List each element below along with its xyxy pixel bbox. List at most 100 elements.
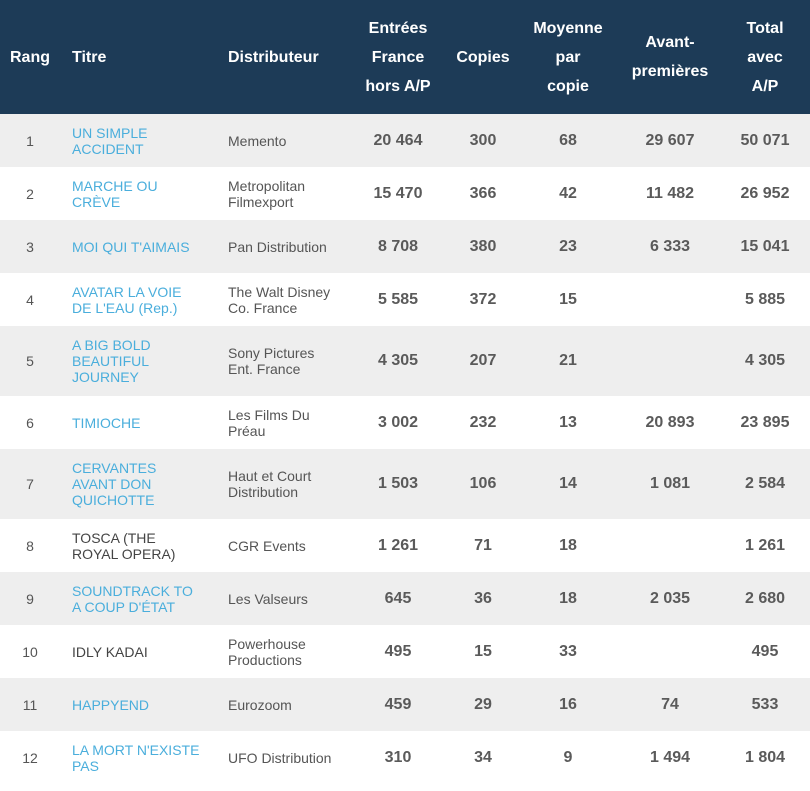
rank-cell: 11 — [0, 678, 60, 731]
film-title-line-2[interactable]: DE L'EAU (Rep.) — [72, 299, 178, 316]
total-value: 495 — [751, 642, 779, 660]
title-cell[interactable]: AVATAR LA VOIE DE L'EAU (Rep.) — [60, 273, 216, 326]
rank-cell: 5 — [0, 326, 60, 396]
table-row: 4 AVATAR LA VOIE DE L'EAU (Rep.) The Walt D… — [0, 273, 810, 326]
film-title-line-2[interactable]: PAS — [72, 757, 99, 774]
table-row: 9 SOUNDTRACK TO A COUP D'ÉTAT Les Valseurs 6… — [0, 572, 810, 625]
film-title-line-2[interactable]: AVANT DON — [72, 476, 152, 492]
total-value: 2 680 — [744, 589, 786, 607]
title-cell[interactable]: MOI QUI T'AIMAIS — [60, 220, 216, 273]
average-per-copy-value: 13 — [559, 413, 577, 431]
title-cell[interactable]: CERVANTES AVANT DON QUICHOTTE — [60, 449, 216, 519]
film-title-line-1[interactable]: CERVANTES — [72, 460, 157, 476]
film-title-line-2[interactable]: CRÈVE — [72, 193, 121, 210]
average-per-copy-cell: 16 — [516, 678, 620, 731]
admissions-value: 20 464 — [373, 131, 423, 149]
film-title-link[interactable]: MOI QUI T'AIMAIS — [72, 239, 216, 255]
total-value: 1 804 — [744, 748, 786, 766]
film-title-line-1[interactable]: TIMIOCHE — [72, 414, 141, 431]
distributor-cell: Les Films Du Préau — [216, 396, 346, 449]
table-row: 8 TOSCA (THE ROYAL OPERA) CGR Events 1 261 71… — [0, 519, 810, 572]
header-avant-line-2: premières — [631, 63, 709, 80]
average-per-copy-cell: 23 — [516, 220, 620, 273]
film-title-link[interactable]: UN SIMPLE ACCIDENT — [72, 125, 216, 157]
rank-cell: 12 — [0, 731, 60, 784]
film-title-line-1: IDLY KADAI — [72, 643, 148, 660]
header-rang: Rang — [10, 48, 50, 66]
total-value: 2 584 — [744, 475, 786, 492]
previews-value: 2 035 — [649, 589, 691, 607]
title-cell[interactable]: A BIG BOLD BEAUTIFUL JOURNEY — [60, 326, 216, 396]
film-title-line-2[interactable]: ACCIDENT — [72, 140, 144, 157]
table-row: 2 MARCHE OU CRÈVE Metropolitan Filmexport 15 … — [0, 167, 810, 220]
title-cell[interactable]: UN SIMPLE ACCIDENT — [60, 114, 216, 167]
admissions-value: 459 — [384, 695, 412, 713]
table-body: 1 UN SIMPLE ACCIDENT Memento 20 464 300 68 29 6… — [0, 114, 810, 784]
distributor-line-1: UFO Distribution — [228, 749, 332, 766]
film-title-line-1[interactable]: AVATAR LA VOIE — [72, 283, 182, 300]
admissions-cell: 5 585 — [346, 273, 450, 326]
average-per-copy-value: 16 — [559, 695, 577, 713]
previews-cell — [620, 273, 720, 326]
header-avant-premieres: Avant- premières — [620, 0, 720, 114]
admissions-value: 3 002 — [377, 413, 419, 431]
film-title-line-3[interactable]: JOURNEY — [72, 369, 139, 385]
distributor-line-1: CGR Events — [228, 537, 306, 554]
film-title-link[interactable]: LA MORT N'EXISTE PAS — [72, 742, 216, 774]
total-cell: 1 261 — [720, 519, 810, 572]
header-total: Total avec A/P — [720, 0, 810, 114]
film-title-line-1[interactable]: UN SIMPLE — [72, 124, 148, 141]
film-title-link[interactable]: SOUNDTRACK TO A COUP D'ÉTAT — [72, 583, 216, 615]
copies-value: 380 — [469, 237, 497, 255]
film-title-line-2[interactable]: BEAUTIFUL — [72, 353, 150, 369]
table-row: 3 MOI QUI T'AIMAIS Pan Distribution 8 708 38… — [0, 220, 810, 273]
admissions-value: 4 305 — [377, 352, 419, 369]
film-title-line-1[interactable]: HAPPYEND — [72, 696, 150, 713]
title-cell[interactable]: SOUNDTRACK TO A COUP D'ÉTAT — [60, 572, 216, 625]
film-title-link[interactable]: MARCHE OU CRÈVE — [72, 178, 216, 210]
copies-value: 36 — [474, 589, 492, 607]
film-title-link[interactable]: CERVANTES AVANT DON QUICHOTTE — [72, 460, 216, 508]
copies-value: 106 — [469, 475, 497, 492]
table-row: 10 IDLY KADAI Powerhouse Productions 495 15 33… — [0, 625, 810, 678]
film-title-line-3[interactable]: QUICHOTTE — [72, 492, 155, 508]
film-title-line-1[interactable]: MARCHE OU — [72, 177, 158, 194]
rank-value: 1 — [26, 132, 34, 149]
film-title-link[interactable]: HAPPYEND — [72, 697, 216, 713]
copies-cell: 106 — [450, 449, 516, 519]
film-title-line-2[interactable]: A COUP D'ÉTAT — [72, 598, 176, 615]
film-title-line-1[interactable]: MOI QUI T'AIMAIS — [72, 238, 190, 255]
distributor-line-1: Eurozoom — [228, 696, 292, 713]
distributor-line-1: Les Films Du — [228, 406, 310, 423]
previews-value: 74 — [661, 695, 679, 713]
admissions-value: 1 503 — [377, 475, 419, 492]
admissions-cell: 645 — [346, 572, 450, 625]
film-title-link[interactable]: AVATAR LA VOIE DE L'EAU (Rep.) — [72, 284, 216, 316]
title-cell[interactable]: HAPPYEND — [60, 678, 216, 731]
title-cell[interactable]: TIMIOCHE — [60, 396, 216, 449]
previews-value: 1 494 — [649, 748, 691, 766]
total-cell: 50 071 — [720, 114, 810, 167]
copies-cell: 372 — [450, 273, 516, 326]
title-cell[interactable]: MARCHE OU CRÈVE — [60, 167, 216, 220]
total-cell: 23 895 — [720, 396, 810, 449]
film-title-line-1[interactable]: SOUNDTRACK TO — [72, 582, 193, 599]
table-row: 6 TIMIOCHE Les Films Du Préau 3 002 232 13 20 8… — [0, 396, 810, 449]
previews-cell: 20 893 — [620, 396, 720, 449]
film-title: TOSCA (THE ROYAL OPERA) — [72, 530, 216, 562]
film-title-line-1[interactable]: A BIG BOLD — [72, 337, 151, 353]
rank-cell: 1 — [0, 114, 60, 167]
average-per-copy-value: 23 — [559, 237, 577, 255]
table-row: 11 HAPPYEND Eurozoom 459 29 16 74 533 — [0, 678, 810, 731]
previews-cell: 74 — [620, 678, 720, 731]
copies-value: 207 — [469, 352, 497, 369]
previews-value: 11 482 — [645, 184, 695, 202]
film-title-line-1[interactable]: LA MORT N'EXISTE — [72, 741, 200, 758]
copies-value: 232 — [469, 413, 497, 431]
film-title-link[interactable]: TIMIOCHE — [72, 415, 216, 431]
film-title-link[interactable]: A BIG BOLD BEAUTIFUL JOURNEY — [72, 337, 216, 385]
admissions-cell: 15 470 — [346, 167, 450, 220]
title-cell[interactable]: LA MORT N'EXISTE PAS — [60, 731, 216, 784]
copies-cell: 380 — [450, 220, 516, 273]
